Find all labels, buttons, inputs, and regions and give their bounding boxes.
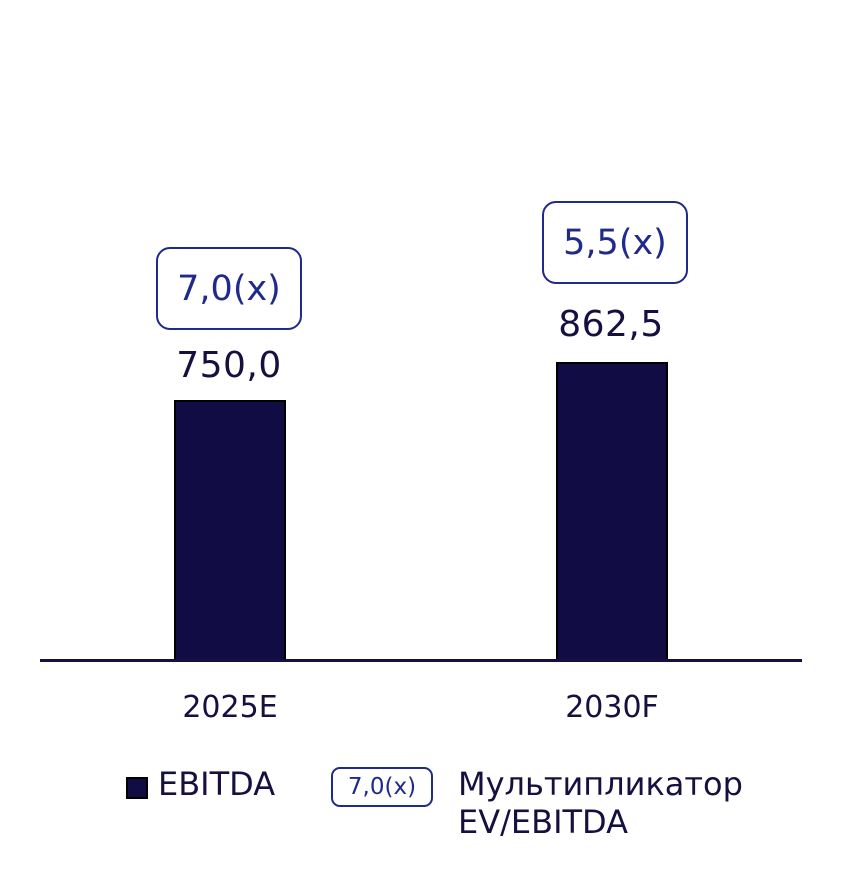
bar-2030f	[556, 362, 668, 661]
x-axis-line	[40, 659, 802, 662]
legend-ebitda-swatch-icon	[126, 777, 148, 799]
multiple-badge-2025e: 7,0(x)	[156, 247, 302, 330]
multiple-badge-2030f: 5,5(x)	[542, 201, 688, 284]
x-axis-label-2025e: 2025E	[182, 690, 278, 725]
bar-value-label-2025e: 750,0	[176, 345, 282, 386]
x-axis-label-2030f: 2030F	[565, 690, 659, 725]
legend-multiple-label: Мультипликатор EV/EBITDA	[458, 765, 743, 841]
multiple-value: 5,5(x)	[563, 222, 667, 263]
legend-multiple-label-line1: Мультипликатор	[458, 765, 743, 803]
legend-ebitda-label: EBITDA	[158, 765, 276, 803]
bar-value-label-2030f: 862,5	[558, 304, 664, 345]
legend-multiple-badge: 7,0(x)	[331, 767, 433, 807]
bar-2025e	[174, 400, 286, 661]
multiple-value: 7,0(x)	[177, 268, 281, 309]
legend-multiple-sample: 7,0(x)	[347, 774, 417, 800]
legend-multiple-label-line2: EV/EBITDA	[458, 803, 629, 841]
